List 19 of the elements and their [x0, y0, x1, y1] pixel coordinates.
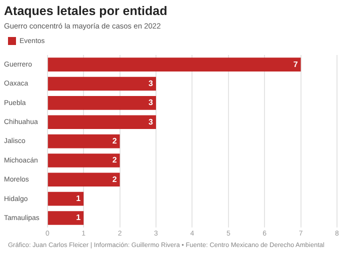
- bar: [48, 172, 120, 187]
- bar: [48, 115, 156, 130]
- bar: [48, 154, 120, 168]
- data-label: 1: [76, 213, 82, 222]
- bar: [48, 211, 84, 225]
- bar: [48, 134, 120, 148]
- data-label: 7: [293, 60, 298, 69]
- bar: [48, 192, 84, 206]
- bar: [48, 58, 301, 72]
- data-label: 2: [112, 156, 118, 165]
- data-label: 1: [76, 194, 82, 204]
- data-label: 3: [148, 117, 154, 126]
- chart-title: Ataques letales por entidad: [4, 4, 168, 18]
- data-label: 2: [112, 174, 118, 184]
- bar: [48, 96, 156, 110]
- data-label: 3: [148, 98, 154, 108]
- data-label: 2: [112, 136, 118, 146]
- data-label: 3: [148, 78, 154, 88]
- bar: [48, 76, 156, 91]
